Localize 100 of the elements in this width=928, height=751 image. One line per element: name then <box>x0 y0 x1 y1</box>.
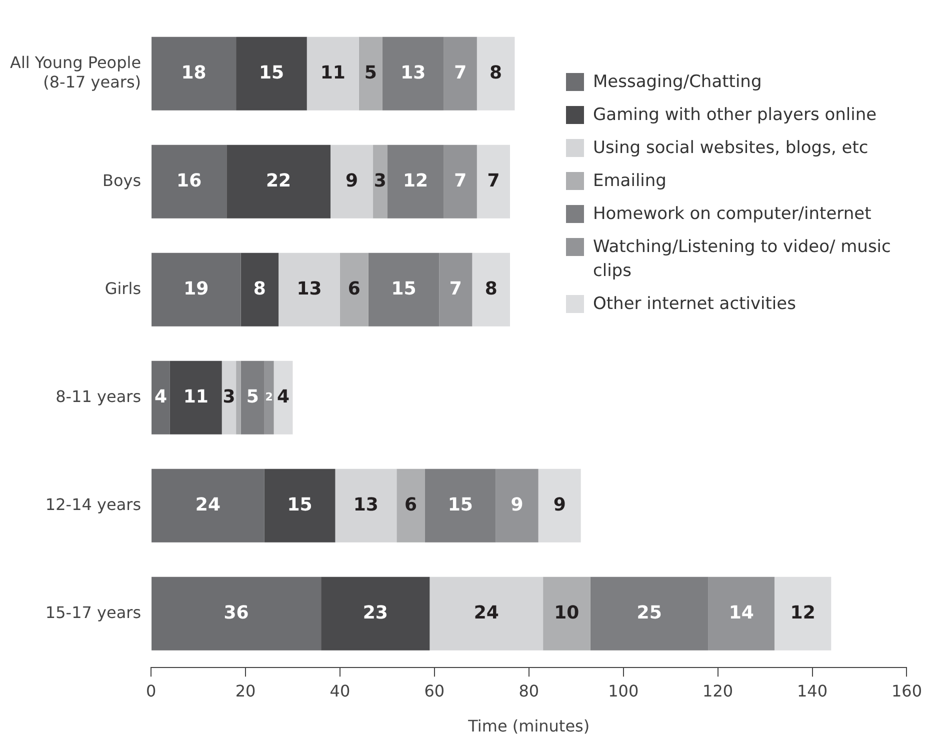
bar <box>264 360 274 434</box>
data-label: 9 <box>346 170 358 192</box>
data-label: 9 <box>510 494 524 516</box>
bar <box>240 252 279 326</box>
data-label: 15 <box>391 278 416 300</box>
x-tick-label: 140 <box>796 681 828 700</box>
legend-label: Emailing <box>593 170 666 193</box>
bar <box>496 468 538 542</box>
data-label: 23 <box>362 602 388 624</box>
x-tick-label: 80 <box>518 681 540 700</box>
bar <box>236 36 307 110</box>
bar <box>226 144 331 218</box>
x-axis-title: Time (minutes) <box>467 716 590 736</box>
bar <box>774 576 832 650</box>
bar <box>476 36 515 110</box>
bar <box>430 576 544 650</box>
data-label: 3 <box>222 386 236 408</box>
x-tick-label: 20 <box>235 681 256 700</box>
data-label: 9 <box>553 494 566 516</box>
bar <box>335 468 397 542</box>
bar <box>152 468 264 542</box>
bar <box>170 360 222 434</box>
data-label: 13 <box>296 278 322 300</box>
y-tick-label: All Young People (8-17 years) <box>10 53 142 92</box>
bar <box>264 468 336 542</box>
legend-label: Messaging/Chatting <box>593 71 762 94</box>
bar <box>278 252 340 326</box>
data-label: 18 <box>181 62 206 84</box>
bar <box>444 144 477 218</box>
bar <box>152 144 227 218</box>
data-label: 11 <box>183 386 208 408</box>
data-label: 7 <box>449 278 462 300</box>
x-tick-label: 100 <box>608 681 639 700</box>
data-label: 7 <box>454 170 467 192</box>
data-label: 14 <box>728 602 754 624</box>
bar <box>306 36 359 110</box>
bar <box>472 252 510 326</box>
data-label: 25 <box>636 602 662 624</box>
bar <box>382 36 444 110</box>
data-label: 12 <box>790 602 816 624</box>
bar <box>373 144 388 218</box>
data-label: 7 <box>487 170 500 192</box>
bar <box>340 252 368 326</box>
bar <box>396 468 425 542</box>
bar <box>152 576 322 650</box>
data-label: 22 <box>266 170 292 192</box>
x-tick-label: 40 <box>330 681 350 700</box>
bar <box>152 252 241 326</box>
y-tick-label: 12-14 years <box>45 494 142 514</box>
x-tick-label: 0 <box>146 681 156 700</box>
bar <box>708 576 774 650</box>
legend-label: Watching/Listening to video/ music clips <box>593 236 892 283</box>
data-label: 36 <box>224 602 249 624</box>
bar <box>590 576 708 650</box>
data-label: 2 <box>265 390 273 404</box>
bar <box>368 252 440 326</box>
bar <box>321 576 430 650</box>
data-label: 6 <box>404 494 418 516</box>
bar <box>358 36 382 110</box>
data-label: 5 <box>364 62 377 84</box>
bar <box>444 36 477 110</box>
legend-label: Gaming with other players online <box>593 104 877 127</box>
bar <box>240 360 264 434</box>
data-label: 16 <box>176 170 202 192</box>
data-label: 5 <box>246 386 259 408</box>
y-tick-label: Boys <box>102 170 142 190</box>
data-label: 13 <box>353 494 378 516</box>
data-label: 6 <box>348 278 360 300</box>
data-label: 3 <box>374 170 386 192</box>
legend-label: Other internet activities <box>593 293 796 316</box>
bar <box>152 36 236 110</box>
data-label: 4 <box>154 386 167 408</box>
data-label: 10 <box>554 602 580 624</box>
data-label: 15 <box>258 62 284 84</box>
legend-label: Homework on computer/internet <box>593 203 872 226</box>
data-label: 8 <box>484 278 498 300</box>
data-label: 19 <box>184 278 209 300</box>
legend-label: Using social websites, blogs, etc <box>593 137 868 160</box>
data-label: 15 <box>287 494 312 516</box>
bar <box>476 144 510 218</box>
bar <box>424 468 496 542</box>
y-tick-label: Girls <box>104 278 142 298</box>
bar <box>538 468 581 542</box>
data-label: 4 <box>277 386 290 408</box>
data-label: 8 <box>490 62 502 84</box>
bar <box>387 144 444 218</box>
bar <box>222 360 236 434</box>
bar <box>152 360 170 434</box>
data-label: 8 <box>253 278 266 300</box>
bar <box>439 252 472 326</box>
y-tick-label: 15-17 years <box>45 602 142 622</box>
x-tick-label: 60 <box>424 681 445 700</box>
bar <box>543 576 590 650</box>
data-label: 7 <box>454 62 467 84</box>
bar <box>236 360 241 434</box>
data-label: 11 <box>320 62 346 84</box>
y-tick-label: 8-11 years <box>56 386 142 406</box>
data-label: 15 <box>448 494 473 516</box>
bar <box>330 144 374 218</box>
data-label: 12 <box>403 170 428 192</box>
